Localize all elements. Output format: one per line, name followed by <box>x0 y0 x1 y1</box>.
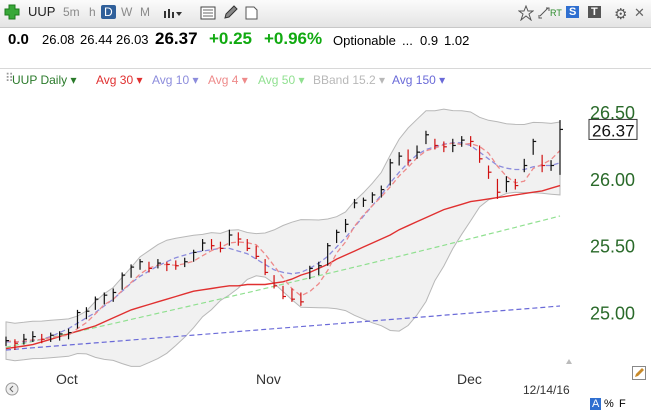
study-legend: ⠿ UUP Daily ▾ Avg 30 ▾ Avg 10 ▾ Avg 4 ▾ … <box>0 70 651 90</box>
legend-bband[interactable]: BBand 15.2 ▾ <box>313 73 386 87</box>
add-symbol-icon[interactable] <box>4 4 20 20</box>
legend-avg10[interactable]: Avg 10 ▾ <box>152 73 199 87</box>
x-tick-label: Dec <box>457 371 482 387</box>
draw-tool-icon[interactable] <box>632 366 646 383</box>
legend-avg150-label: Avg 150 <box>392 73 436 87</box>
last-price-label: 26.37 <box>592 121 635 140</box>
quote-low: 26.03 <box>116 32 149 47</box>
last-price-box <box>588 118 638 140</box>
avg50-line <box>5 215 561 348</box>
legend-avg4-label: Avg 4 <box>208 73 239 87</box>
date-label: 12/14/16 <box>523 383 570 397</box>
legend-avg150[interactable]: Avg 150 ▾ <box>392 73 446 87</box>
chart-toolbar: UUP 5m h D W M RT S T ⚙ ✕ <box>0 0 651 28</box>
watch-star-icon[interactable] <box>517 4 535 24</box>
quote-last: 26.37 <box>155 29 198 48</box>
y-tick-label: 26.00 <box>590 170 635 190</box>
x-tick-label: Oct <box>56 371 78 387</box>
legend-avg50-label: Avg 50 <box>258 73 296 87</box>
notes-icon[interactable] <box>244 6 258 23</box>
quote-value-1: 0.9 <box>420 33 439 48</box>
avg4-line <box>5 142 561 343</box>
legend-avg30[interactable]: Avg 30 ▾ <box>96 73 143 87</box>
optionable-label: Optionable <box>333 33 396 48</box>
quote-dots[interactable]: ... <box>402 33 413 48</box>
realtime-badge[interactable]: RT <box>550 8 562 18</box>
log-scale-button[interactable]: A <box>590 398 602 410</box>
quote-bar: 0.0 26.08 26.44 26.03 26.37 +0.25 +0.96%… <box>0 28 651 52</box>
scroll-arrow-icon <box>566 359 572 364</box>
quote-value-2: 1.02 <box>444 33 470 48</box>
legend-symbol[interactable]: UUP Daily ▾ <box>12 73 77 87</box>
symbol-label[interactable]: UUP <box>28 4 56 19</box>
interval-5m[interactable]: 5m <box>63 5 80 19</box>
gear-icon[interactable]: ⚙ <box>614 6 628 23</box>
close-icon[interactable]: ✕ <box>634 5 645 20</box>
quote-high: 26.44 <box>80 32 113 47</box>
legend-avg4[interactable]: Avg 4 ▾ <box>208 73 248 87</box>
legend-avg30-label: Avg 30 <box>96 73 134 87</box>
y-tick-label: 26.50 <box>590 103 635 123</box>
interval-weekly[interactable]: W <box>121 5 133 19</box>
quote-percent: +0.96% <box>264 29 323 48</box>
quote-open: 26.08 <box>42 32 75 47</box>
s-badge[interactable]: S <box>566 6 580 18</box>
drawing-pencil-icon[interactable] <box>222 5 238 24</box>
bollinger-band <box>5 108 561 367</box>
avg10-line <box>6 142 561 343</box>
chart-settings-icon[interactable] <box>200 6 216 23</box>
interval-daily[interactable]: D <box>101 5 116 19</box>
link-icon[interactable] <box>537 6 551 23</box>
interval-monthly[interactable]: M <box>140 5 150 19</box>
quote-prev: 0.0 <box>8 31 29 48</box>
percent-scale-button[interactable]: % <box>604 398 614 410</box>
t-badge[interactable]: T <box>588 6 601 18</box>
quote-change: +0.25 <box>209 29 253 48</box>
legend-avg50[interactable]: Avg 50 ▾ <box>258 73 305 87</box>
x-tick-label: Nov <box>256 371 281 387</box>
interval-hour[interactable]: h <box>89 5 96 19</box>
y-tick-label: 25.50 <box>590 237 635 257</box>
bar-style-icon[interactable] <box>163 6 183 23</box>
avg30-line <box>5 184 561 350</box>
legend-grip-icon[interactable]: ⠿ <box>5 71 14 85</box>
price-chart[interactable]: 26.50 26.00 25.50 25.00 26.37 Oct Nov Dec 12/14/… <box>0 90 651 415</box>
legend-bband-label: BBand 15.2 <box>313 73 376 87</box>
scroll-left-icon[interactable] <box>5 382 19 399</box>
quote-separator <box>0 68 651 69</box>
y-tick-label: 25.00 <box>590 304 635 324</box>
legend-symbol-label: UUP Daily <box>12 73 68 87</box>
avg150-line <box>5 305 561 351</box>
legend-avg10-label: Avg 10 <box>152 73 190 87</box>
fit-button[interactable]: F <box>619 398 626 410</box>
price-chart-svg[interactable]: 26.50 26.00 25.50 25.00 26.37 Oct Nov Dec 12/14/… <box>0 90 651 415</box>
